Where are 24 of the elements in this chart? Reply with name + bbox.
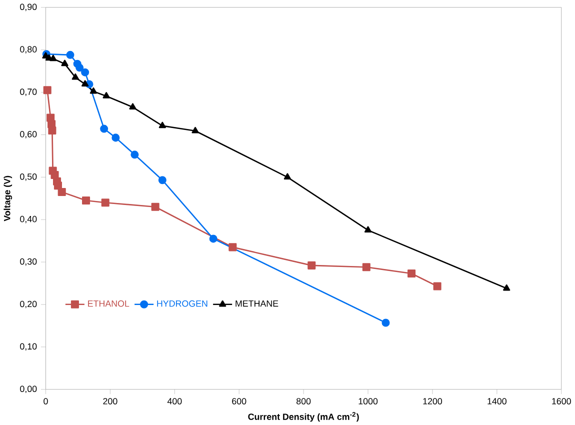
y-tick-label: 0,80 <box>20 46 37 54</box>
y-tick-label: 0,50 <box>20 173 37 181</box>
legend-label: METHANE <box>236 300 278 306</box>
x-tick-label: 200 <box>103 398 118 404</box>
y-tick-label: 0,20 <box>20 300 37 308</box>
x-tick-label: 400 <box>167 398 182 404</box>
legend-label: ETHANOL <box>88 300 130 307</box>
y-tick-label: 0,60 <box>20 130 37 138</box>
x-tick-label: 0 <box>44 398 48 404</box>
x-tick-label: 1200 <box>423 398 442 404</box>
y-tick-label: 0,30 <box>20 258 37 266</box>
y-tick-label: 0,90 <box>20 4 37 11</box>
x-tick-label: 800 <box>296 398 311 404</box>
y-tick-label: 0,40 <box>20 216 37 224</box>
y-tick-label: 0,10 <box>20 343 37 350</box>
y-axis-title: Voltage (V) <box>4 176 12 222</box>
y-tick-label: 0,70 <box>20 88 37 96</box>
x-axis-title: Current Density (mA cm$^{-2}$) <box>248 412 359 422</box>
x-tick-label: 600 <box>232 398 246 404</box>
legend-label: HYDROGEN <box>157 300 208 307</box>
x-tick-label: 1400 <box>488 398 506 404</box>
y-tick-label: 0,00 <box>20 386 37 393</box>
x-tick-label: 1600 <box>552 398 571 404</box>
x-tick-label: 1000 <box>358 398 378 404</box>
